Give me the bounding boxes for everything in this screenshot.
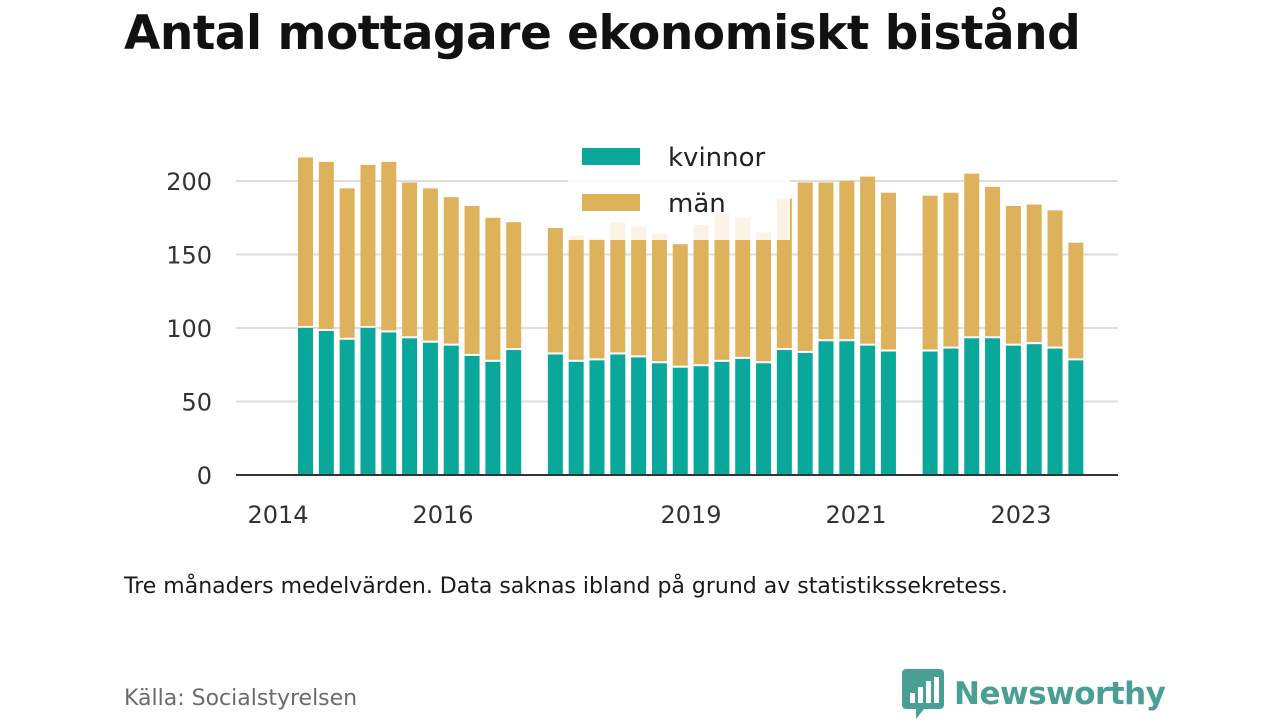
bar-man-13: [568, 235, 584, 360]
bar-man-24: [797, 182, 813, 351]
bar-man-14: [589, 238, 605, 359]
bar-man-31: [943, 192, 959, 347]
x-tick-2014: 2014: [247, 501, 308, 529]
bar-man-9: [485, 217, 501, 360]
bar-man-3: [360, 164, 376, 326]
bar-kvinnor-18: [672, 367, 688, 475]
bar-kvinnor-12: [547, 354, 563, 475]
y-tick-150: 150: [166, 242, 212, 270]
bar-kvinnor-23: [776, 350, 792, 475]
bar-man-18: [672, 244, 688, 366]
bar-man-19: [693, 225, 709, 365]
y-tick-100: 100: [166, 315, 212, 343]
bar-kvinnor-19: [693, 366, 709, 475]
bar-kvinnor-32: [964, 338, 980, 475]
bar-kvinnor-0: [298, 328, 313, 475]
x-tick-2023: 2023: [990, 501, 1051, 529]
bar-man-33: [985, 186, 1001, 337]
bar-kvinnor-10: [506, 350, 522, 475]
bar-man-32: [964, 173, 980, 337]
newsworthy-logo-icon: [902, 669, 944, 719]
bar-kvinnor-37: [1068, 360, 1084, 475]
bar-kvinnor-22: [756, 363, 772, 475]
x-tick-labels: 2014 2016 2019 2021 2023: [247, 501, 1051, 529]
bar-kvinnor-25: [818, 341, 834, 475]
legend-label-man: män: [668, 189, 726, 219]
bar-man-30: [922, 195, 938, 350]
bar-man-28: [880, 192, 896, 350]
legend: kvinnor män: [568, 140, 790, 240]
bar-kvinnor-6: [422, 342, 438, 475]
bar-man-0: [298, 157, 313, 326]
bar-kvinnor-27: [860, 345, 876, 475]
bar-man-6: [422, 188, 438, 341]
bar-kvinnor-4: [381, 332, 397, 475]
bar-man-10: [506, 222, 522, 349]
bar-man-25: [818, 182, 834, 340]
bar-kvinnor-17: [651, 363, 667, 475]
bar-man-8: [464, 205, 480, 354]
bar-man-20: [714, 213, 730, 360]
bar-kvinnor-3: [360, 328, 376, 475]
bar-kvinnor-14: [589, 360, 605, 475]
bar-man-2: [339, 188, 355, 338]
bar-man-15: [610, 222, 626, 353]
bar-man-12: [547, 228, 563, 353]
y-tick-200: 200: [166, 168, 212, 196]
bar-man-22: [756, 232, 772, 362]
bar-man-35: [1026, 204, 1042, 343]
bar-man-17: [651, 233, 667, 362]
bar-kvinnor-33: [985, 338, 1001, 475]
bar-kvinnor-2: [339, 339, 355, 475]
bar-man-5: [402, 182, 418, 337]
x-tick-2019: 2019: [660, 501, 721, 529]
bar-man-4: [381, 161, 397, 331]
bar-man-37: [1068, 242, 1084, 359]
bar-man-36: [1047, 210, 1063, 347]
bar-man-21: [735, 217, 751, 357]
bar-kvinnor-5: [402, 338, 418, 475]
bar-kvinnor-36: [1047, 348, 1063, 475]
bar-man-7: [443, 197, 459, 344]
x-tick-2016: 2016: [412, 501, 473, 529]
bar-kvinnor-8: [464, 355, 480, 475]
bar-kvinnor-15: [610, 354, 626, 475]
y-tick-0: 0: [197, 462, 212, 490]
brand-name: Newsworthy: [954, 676, 1166, 712]
bar-kvinnor-13: [568, 361, 584, 475]
bar-man-34: [1005, 205, 1021, 344]
bar-man-16: [631, 226, 647, 356]
bar-kvinnor-9: [485, 361, 501, 475]
bar-kvinnor-16: [631, 357, 647, 475]
bar-man-26: [839, 181, 855, 340]
y-tick-50: 50: [181, 389, 212, 417]
x-tick-2021: 2021: [825, 501, 886, 529]
chart-note: Tre månaders medelvärden. Data saknas ib…: [124, 574, 1008, 599]
bar-kvinnor-20: [714, 361, 730, 475]
bar-kvinnor-31: [943, 348, 959, 475]
bar-man-1: [318, 161, 334, 329]
legend-swatch-man: [582, 194, 640, 211]
bar-kvinnor-34: [1005, 345, 1021, 475]
legend-label-kvinnor: kvinnor: [668, 143, 766, 173]
bar-kvinnor-30: [922, 351, 938, 475]
bar-kvinnor-26: [839, 341, 855, 475]
chart-title: Antal mottagare ekonomiskt bistånd: [124, 6, 1081, 61]
bar-man-27: [860, 176, 876, 344]
bar-kvinnor-28: [880, 351, 896, 475]
y-tick-labels: 0 50 100 150 200: [166, 168, 212, 490]
legend-swatch-kvinnor: [582, 148, 640, 165]
bar-kvinnor-21: [735, 358, 751, 475]
bars: [298, 157, 1084, 475]
source-label: Källa: Socialstyrelsen: [124, 686, 358, 711]
bar-kvinnor-24: [797, 352, 813, 475]
bar-kvinnor-7: [443, 345, 459, 475]
bar-kvinnor-1: [318, 330, 334, 475]
bar-kvinnor-35: [1026, 344, 1042, 475]
brand-logo: Newsworthy: [902, 669, 1166, 719]
